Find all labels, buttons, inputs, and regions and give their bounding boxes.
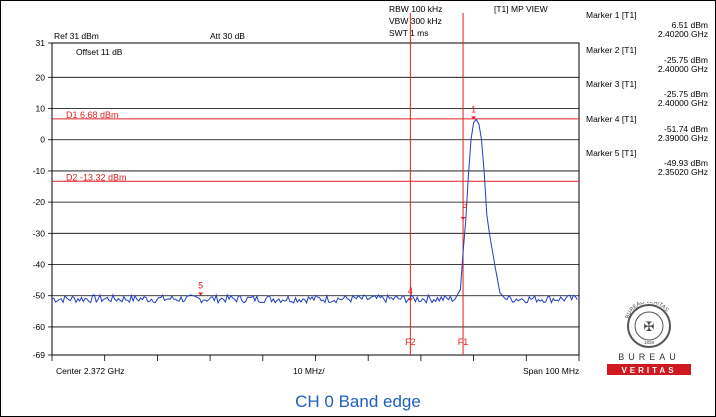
y-tick-label: -20	[33, 197, 46, 207]
marker-1-level: 6.51 dBm	[671, 20, 708, 30]
marker-3-level: -25.75 dBm	[664, 89, 708, 99]
marker-1-freq: 2.40200 GHz	[657, 29, 708, 39]
trace-line	[51, 118, 578, 305]
display-line-d1-label: D1 6.68 dBm	[66, 110, 119, 120]
marker-panel: Marker 1 [T1] 6.51 dBm 2.40200 GHz Marke…	[582, 10, 708, 183]
marker-2-title: Marker 2 [T1]	[586, 44, 637, 55]
marker-4-symbol	[407, 298, 413, 302]
division-label: 10 MHz/	[293, 366, 325, 376]
logo-monogram: ✠	[644, 319, 655, 334]
marker-5-readout: Marker 5 [T1] -49.93 dBm 2.35020 GHz	[582, 148, 708, 183]
y-tick-label: -50	[33, 291, 46, 301]
marker-2-freq: 2.40000 GHz	[657, 63, 708, 74]
marker-4-freq: 2.39000 GHz	[657, 132, 708, 143]
span-label: Span 100 MHz	[523, 366, 580, 376]
logo-year: 1828	[644, 340, 655, 345]
marker-4-level: -51.74 dBm	[664, 123, 708, 134]
display-line-d2-label: D2 -13.32 dBm	[66, 172, 127, 182]
marker-1-readout: Marker 1 [T1] 6.51 dBm 2.40200 GHz	[582, 10, 708, 45]
marker-2-level: -25.75 dBm	[664, 54, 708, 65]
view-label: [T1] MP VIEW	[494, 4, 548, 14]
y-tick-label: 10	[36, 104, 46, 114]
marker-5-title: Marker 5 [T1]	[586, 148, 637, 158]
logo-seal	[627, 304, 671, 348]
marker-5-level: -49.93 dBm	[664, 158, 708, 168]
marker-4-readout: Marker 4 [T1] -51.74 dBm 2.39000 GHz	[582, 114, 708, 149]
logo-brand-top: BUREAU	[618, 352, 680, 362]
offset-label: Offset 11 dB	[76, 47, 123, 57]
y-tick-label: 20	[36, 72, 46, 82]
marker-1-title: Marker 1 [T1]	[586, 10, 637, 20]
y-tick-label: -10	[33, 166, 46, 176]
marker-3-readout: Marker 3 [T1] -25.75 dBm 2.40000 GHz	[582, 79, 708, 114]
marker-5-freq: 2.35020 GHz	[657, 167, 708, 177]
marker-1-symbol	[471, 116, 477, 120]
bureau-veritas-logo: BUREAU VERITAS ✠ 1828 BUREAU VERITAS	[607, 302, 691, 375]
y-tick-label: 31	[36, 38, 46, 48]
marker-1-label: 1	[471, 104, 476, 114]
marker-4-title: Marker 4 [T1]	[586, 113, 637, 124]
y-tick-label: -30	[33, 228, 46, 238]
y-tick-label: 0	[40, 135, 45, 145]
marker-2-readout: Marker 2 [T1] -25.75 dBm 2.40000 GHz	[582, 45, 708, 80]
swt-label: SWT 1 ms	[389, 28, 429, 38]
marker-2-symbol	[460, 217, 466, 221]
freq-line-f2-label: F2	[405, 337, 416, 347]
marker-5-label: 5	[198, 281, 203, 291]
y-tick-label: -40	[33, 260, 46, 270]
marker-5-symbol	[198, 292, 204, 296]
marker-4-label: 4	[408, 286, 413, 296]
freq-line-f1-label: F1	[458, 337, 469, 347]
y-tick-label: -69	[33, 350, 46, 360]
logo-red-band	[607, 364, 691, 375]
marker-2-label: 3	[463, 200, 468, 210]
vbw-label: VBW 300 kHz	[389, 16, 442, 26]
logo-brand-bottom: VERITAS	[621, 366, 676, 375]
rbw-label: RBW 100 kHz	[389, 4, 443, 14]
ref-label: Ref 31 dBm	[54, 31, 99, 41]
marker-3-title: Marker 3 [T1]	[586, 79, 637, 89]
center-label: Center 2.372 GHz	[56, 366, 125, 376]
plot-border	[51, 42, 580, 356]
att-label: Att 30 dB	[210, 31, 245, 41]
figure-caption: CH 0 Band edge	[295, 392, 421, 411]
y-tick-label: -60	[33, 322, 46, 332]
marker-3-freq: 2.40000 GHz	[657, 98, 708, 108]
